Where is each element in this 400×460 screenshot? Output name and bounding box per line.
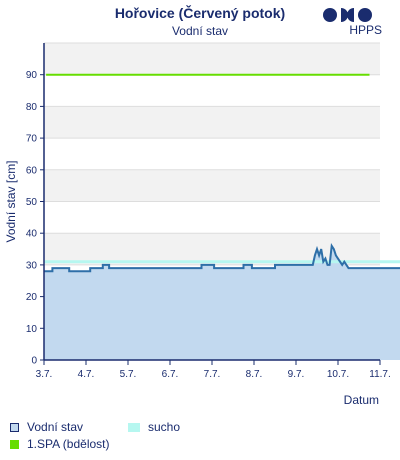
x-tick-label: 11.7. <box>369 369 391 380</box>
legend-label-spa1: 1.SPA (bdělost) <box>27 437 110 451</box>
y-tick-label: 50 <box>26 197 38 208</box>
hpps-logo <box>323 8 372 22</box>
grid-band <box>44 169 380 202</box>
x-tick-label: 5.7. <box>120 369 137 380</box>
grid-band <box>44 106 380 139</box>
chart-subtitle: Vodní stav <box>171 24 229 38</box>
legend-label-water-level: Vodní stav <box>27 420 84 434</box>
y-tick-label: 20 <box>26 292 38 303</box>
x-tick-label: 3.7. <box>36 369 53 380</box>
y-tick-label: 90 <box>26 70 38 81</box>
legend-swatch-spa1 <box>10 439 19 449</box>
y-tick-label: 40 <box>26 229 38 240</box>
legend-item-water-level: Vodní stav <box>10 420 83 434</box>
legend-swatch-water-level <box>10 422 19 432</box>
y-tick-label: 10 <box>26 324 38 335</box>
y-tick-label: 70 <box>26 134 38 145</box>
x-tick-label: 6.7. <box>162 369 179 380</box>
grid-band <box>44 43 380 75</box>
y-tick-label: 30 <box>26 260 38 271</box>
series-area-water-level <box>44 245 400 360</box>
x-tick-label: 8.7. <box>246 369 263 380</box>
y-tick-label: 0 <box>31 356 37 367</box>
x-tick-label: 9.7. <box>288 369 305 380</box>
x-tick-label: 7.7. <box>204 369 221 380</box>
legend-item-spa1: 1.SPA (bdělost) <box>10 437 110 451</box>
y-axis-title: Vodní stav [cm] <box>4 160 18 242</box>
y-tick-label: 60 <box>26 165 38 176</box>
x-tick-label: 4.7. <box>78 369 95 380</box>
x-axis-title: Datum <box>344 393 379 407</box>
legend-swatch-drought <box>128 422 140 432</box>
logo-text: HPPS <box>349 23 382 37</box>
legend-label-drought: sucho <box>148 420 181 434</box>
y-tick-label: 80 <box>26 102 38 113</box>
legend-item-drought: sucho <box>128 420 180 434</box>
chart-title: Hořovice (Červený potok) <box>114 5 286 21</box>
x-tick-label: 10.7. <box>327 369 349 380</box>
series-line-water-level <box>44 243 400 273</box>
